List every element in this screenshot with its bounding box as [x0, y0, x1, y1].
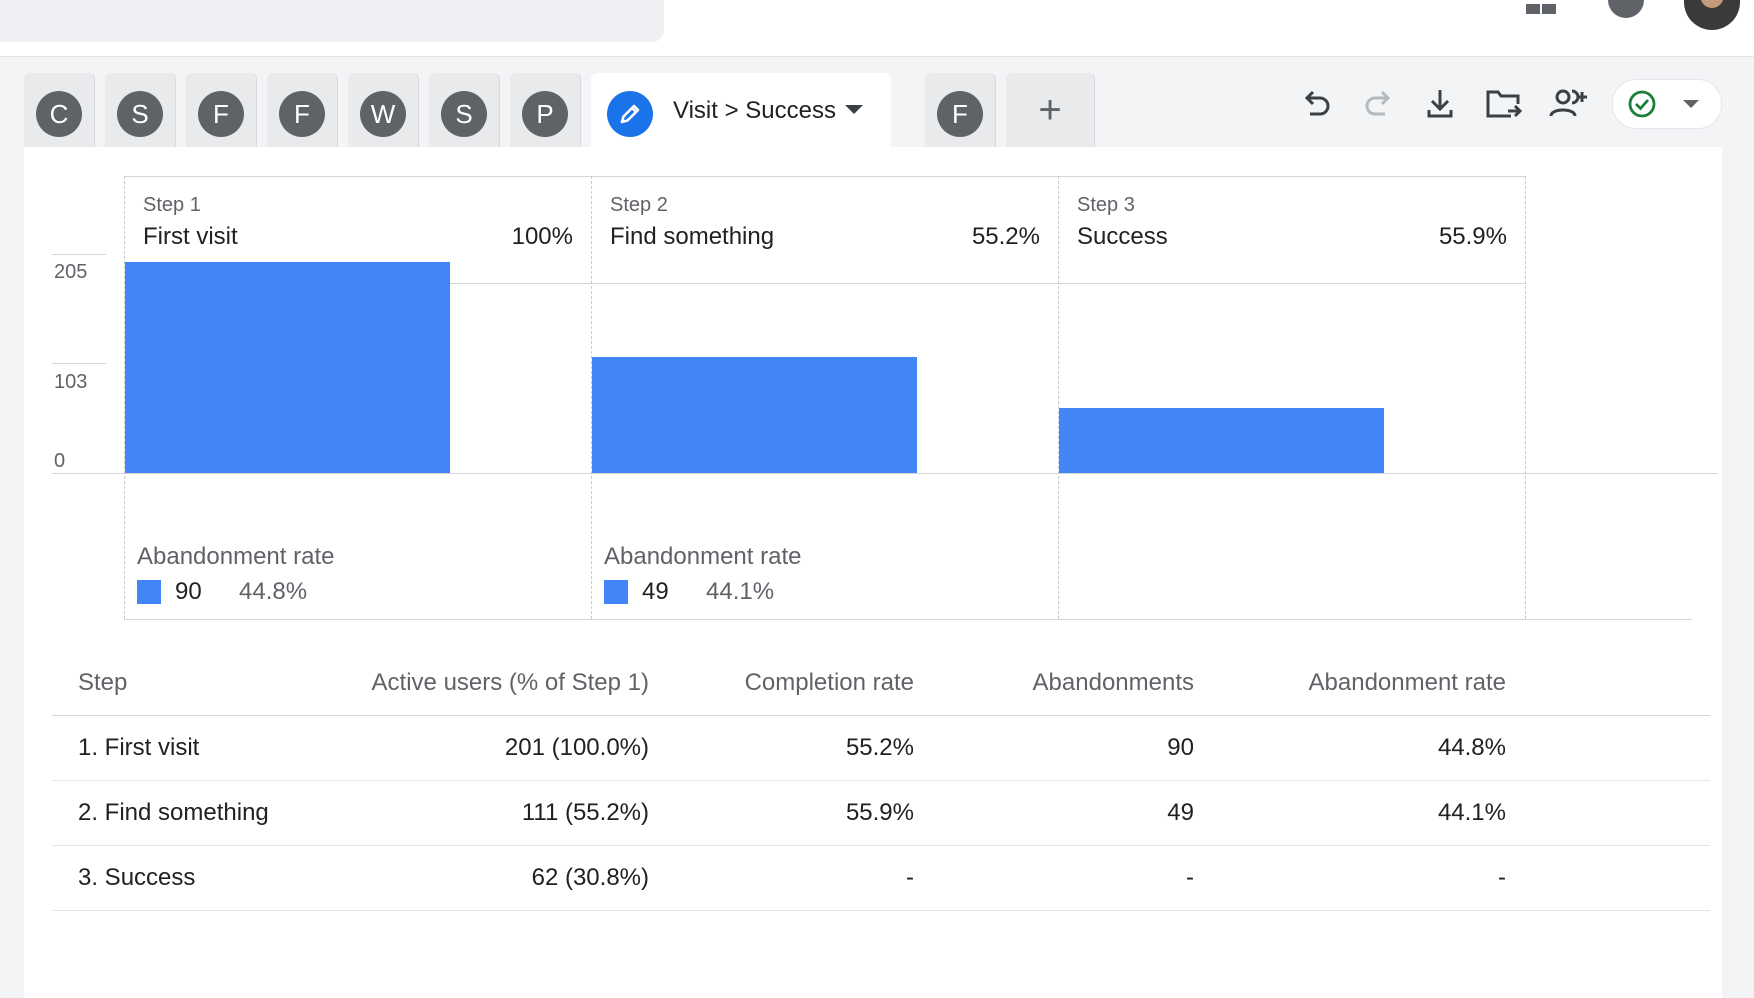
- tab-s[interactable]: S: [105, 73, 176, 147]
- y-gridline: [52, 363, 106, 364]
- table-cell: -: [1498, 864, 1506, 891]
- step-name: First visit: [143, 223, 238, 250]
- help-icon[interactable]: [1608, 0, 1644, 18]
- check-circle-icon: [1628, 90, 1656, 118]
- y-tick-label: 205: [54, 261, 88, 283]
- abandonment-title: Abandonment rate: [137, 543, 335, 570]
- step-header[interactable]: Step 3 Success 55.9%: [1059, 176, 1525, 284]
- legend-swatch: [137, 580, 161, 604]
- tab-avatar-icon: W: [360, 91, 406, 137]
- table-cell: 90: [1167, 734, 1194, 761]
- apps-grid-icon[interactable]: [1524, 0, 1558, 18]
- column-header[interactable]: Abandonment rate: [1308, 669, 1506, 696]
- table-row[interactable]: 1. First visit 201 (100.0%) 55.2% 90 44.…: [52, 716, 1710, 781]
- move-to-folder-icon[interactable]: [1482, 82, 1526, 126]
- abandonment-summary[interactable]: Abandonment rate 49 44.1%: [592, 528, 1058, 618]
- abandonment-summary[interactable]: Abandonment rate 90 44.8%: [125, 528, 591, 618]
- tab-avatar-icon: F: [279, 91, 325, 137]
- step-percent: 55.9%: [1438, 223, 1507, 250]
- tab-visit-success[interactable]: Visit > Success: [591, 73, 891, 147]
- table-row[interactable]: 2. Find something 111 (55.2%) 55.9% 49 4…: [52, 781, 1710, 846]
- step-percent: 55.2%: [971, 223, 1040, 250]
- step-number: Step 1: [143, 194, 201, 216]
- share-icon[interactable]: [1546, 82, 1590, 126]
- column-divider: [1058, 176, 1059, 619]
- funnel-bar[interactable]: [1059, 407, 1384, 473]
- table-cell: 55.9%: [845, 799, 914, 826]
- tab-avatar-icon: C: [36, 91, 82, 137]
- abandonment-rate: 44.8%: [239, 578, 308, 605]
- column-header[interactable]: Completion rate: [744, 669, 914, 696]
- column-divider: [1525, 176, 1526, 619]
- y-tick-label: 103: [54, 371, 88, 393]
- redo-icon[interactable]: [1357, 82, 1401, 126]
- tab-c[interactable]: C: [24, 73, 95, 147]
- add-tab-button[interactable]: +: [1006, 73, 1095, 147]
- account-avatar[interactable]: [1684, 0, 1740, 30]
- status-menu-button[interactable]: [1612, 79, 1722, 129]
- column-divider: [591, 176, 592, 619]
- tab-title: Visit > Success: [673, 97, 836, 124]
- column-divider: [124, 176, 125, 619]
- column-header[interactable]: Step: [78, 669, 128, 696]
- top-app-bar: [0, 0, 1754, 57]
- table-cell: 55.2%: [845, 734, 914, 761]
- funnel-bar[interactable]: [125, 262, 450, 473]
- step-percent: 100%: [511, 223, 573, 250]
- table-cell: 1. First visit: [78, 734, 200, 761]
- tab-avatar-icon: S: [441, 91, 487, 137]
- search-bar[interactable]: [0, 0, 664, 42]
- y-tick-label: 0: [54, 450, 66, 472]
- y-gridline: [52, 254, 106, 255]
- tab-avatar-icon: F: [937, 91, 983, 137]
- step-name: Success: [1077, 223, 1168, 250]
- table-cell: 111 (55.2%): [521, 799, 649, 826]
- download-icon[interactable]: [1418, 82, 1462, 126]
- tab-f-3[interactable]: F: [925, 73, 996, 147]
- chevron-down-icon: [1683, 100, 1699, 108]
- table-row[interactable]: 3. Success 62 (30.8%) - - -: [52, 846, 1710, 911]
- tab-avatar-icon: F: [198, 91, 244, 137]
- table-cell: 3. Success: [78, 864, 196, 891]
- tab-p[interactable]: P: [510, 73, 581, 147]
- tab-avatar-icon: S: [117, 91, 163, 137]
- undo-icon[interactable]: [1294, 82, 1338, 126]
- plus-icon: +: [1038, 88, 1062, 132]
- chevron-down-icon[interactable]: [845, 105, 863, 114]
- tab-f-2[interactable]: F: [267, 73, 338, 147]
- funnel-bar[interactable]: [592, 356, 917, 473]
- step-number: Step 3: [1077, 194, 1135, 216]
- table-cell: -: [906, 864, 914, 891]
- tab-f[interactable]: F: [186, 73, 257, 147]
- abandonment-rate: 44.1%: [706, 578, 775, 605]
- tab-avatar-icon: P: [522, 91, 568, 137]
- table-cell: 44.1%: [1437, 799, 1506, 826]
- tab-s-2[interactable]: S: [429, 73, 500, 147]
- x-baseline: [52, 473, 1718, 474]
- table-cell: 2. Find something: [78, 799, 269, 826]
- chart-bottom-border: [124, 619, 1692, 620]
- abandonment-count: 49: [642, 578, 669, 605]
- pencil-icon[interactable]: [607, 91, 653, 137]
- abandonment-title: Abandonment rate: [604, 543, 802, 570]
- table-cell: 201 (100.0%): [504, 734, 649, 761]
- table-header-row: Step Active users (% of Step 1) Completi…: [52, 652, 1710, 716]
- step-name: Find something: [610, 223, 775, 250]
- column-header[interactable]: Abandonments: [1032, 669, 1194, 696]
- step-number: Step 2: [610, 194, 668, 216]
- abandonment-count: 90: [175, 578, 202, 605]
- funnel-chart: Step 1 First visit 100% Step 2 Find some…: [24, 147, 1722, 627]
- table-cell: -: [1186, 864, 1194, 891]
- table-cell: 62 (30.8%): [531, 864, 649, 891]
- step-header[interactable]: Step 2 Find something 55.2%: [592, 176, 1058, 284]
- tab-w[interactable]: W: [348, 73, 419, 147]
- legend-swatch: [604, 580, 628, 604]
- funnel-report-card: Step 1 First visit 100% Step 2 Find some…: [24, 147, 1722, 998]
- column-header[interactable]: Active users (% of Step 1): [371, 669, 649, 696]
- table-cell: 44.8%: [1437, 734, 1506, 761]
- table-cell: 49: [1167, 799, 1194, 826]
